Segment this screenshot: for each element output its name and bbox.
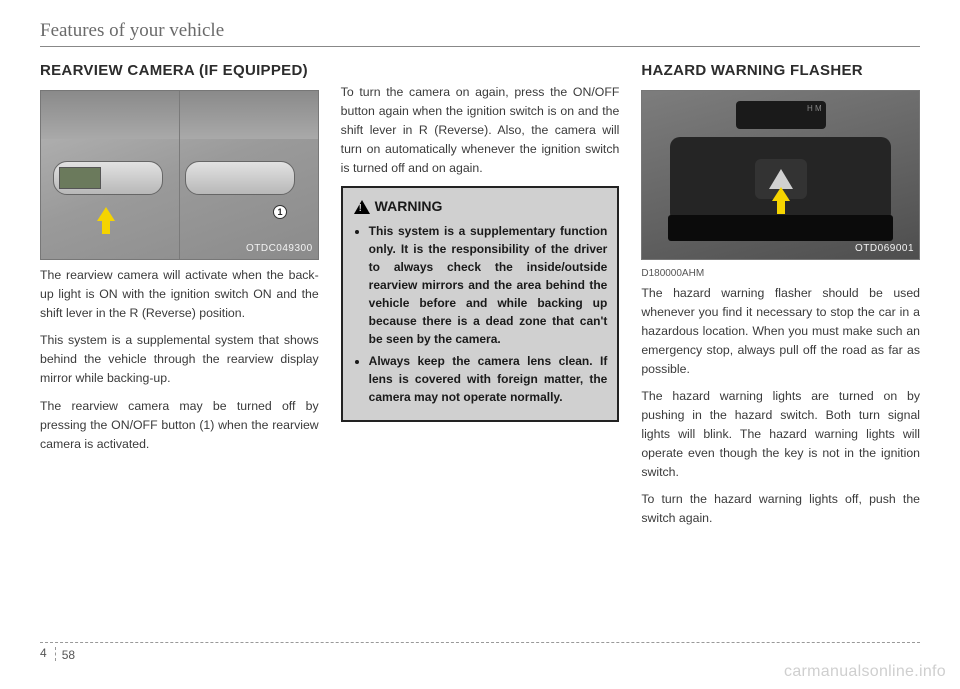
column-2: To turn the camera on again, press the O… (341, 59, 620, 536)
warning-item-1: This system is a supplementary function … (369, 222, 608, 348)
rearview-p2: This system is a supplemental system tha… (40, 331, 319, 388)
rearview-figure: 1 OTDC049300 (40, 90, 319, 260)
rearview-heading: REARVIEW CAMERA (IF EQUIPPED) (40, 59, 319, 82)
hazard-p3: To turn the hazard warning lights off, p… (641, 490, 920, 528)
arrow-icon-2 (772, 187, 790, 201)
warning-title: WARNING (353, 196, 608, 218)
hazard-heading: HAZARD WARNING FLASHER (641, 59, 920, 82)
camera-display (59, 167, 101, 189)
hazard-triangle-icon (769, 169, 793, 189)
section-number: 4 (40, 647, 56, 661)
hazard-figure: H M OTD069001 (641, 90, 920, 260)
warning-item-2: Always keep the camera lens clean. If le… (369, 352, 608, 406)
warning-box: WARNING This system is a supplementary f… (341, 186, 620, 422)
chapter-title: Features of your vehicle (40, 20, 920, 47)
camera-on-p: To turn the camera on again, press the O… (341, 83, 620, 178)
figure-divider (179, 91, 180, 259)
figure-id-1: OTDC049300 (246, 241, 313, 257)
warning-label: WARNING (375, 196, 443, 218)
figure-id-2: OTD069001 (855, 241, 914, 257)
page-number: 58 (56, 649, 75, 661)
rearview-p1: The rearview camera will activate when t… (40, 266, 319, 323)
doc-code: D180000AHM (641, 266, 920, 282)
watermark: carmanualsonline.info (784, 663, 946, 681)
content-columns: REARVIEW CAMERA (IF EQUIPPED) 1 OTDC0493… (40, 59, 920, 536)
column-1: REARVIEW CAMERA (IF EQUIPPED) 1 OTDC0493… (40, 59, 319, 536)
cd-slot (668, 215, 893, 241)
rearview-p3: The rearview camera may be turned off by… (40, 397, 319, 454)
hazard-p1: The hazard warning flasher should be use… (641, 284, 920, 379)
column-3: HAZARD WARNING FLASHER H M OTD069001 D18… (641, 59, 920, 536)
callout-1: 1 (273, 205, 287, 219)
dash-display: H M (736, 101, 826, 129)
mirror-right (185, 161, 295, 195)
arrow-icon (97, 207, 115, 221)
hazard-p2: The hazard warning lights are turned on … (641, 387, 920, 482)
warning-icon (353, 199, 371, 215)
page-footer: 4 58 (40, 642, 920, 661)
